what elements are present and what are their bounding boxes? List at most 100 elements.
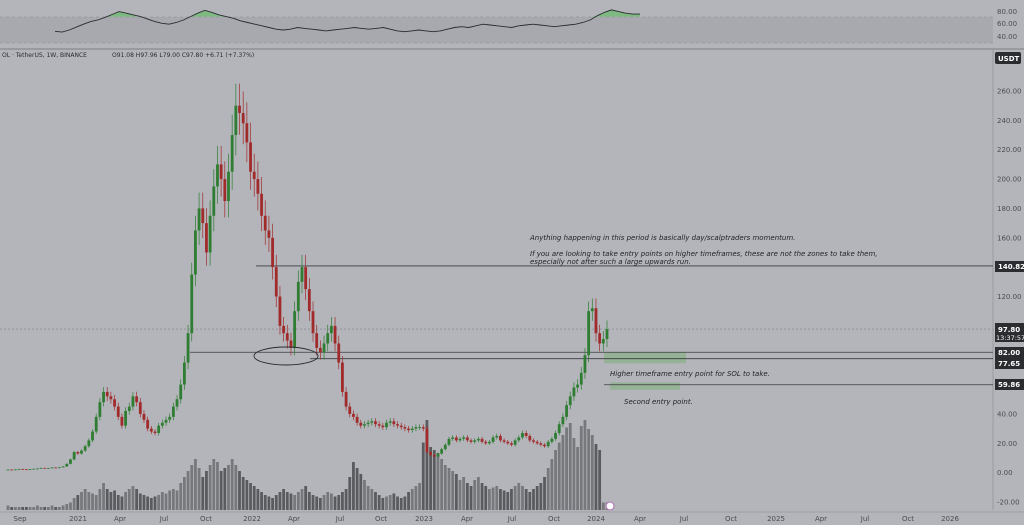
volume-bar	[278, 492, 282, 510]
candle-body	[194, 230, 197, 275]
y-tick-label: 40.00	[997, 410, 1017, 418]
candle-body	[289, 340, 293, 348]
candle-body	[388, 421, 392, 423]
rsi-pane[interactable]: 80.00 60.00 40.00	[0, 8, 1017, 44]
volume-bar	[407, 492, 410, 510]
candle-body	[506, 441, 510, 444]
candle-body	[476, 438, 480, 441]
candle-body	[17, 468, 21, 470]
volume-bar	[138, 493, 142, 510]
candle-body	[285, 333, 289, 341]
candle-body	[418, 427, 421, 428]
candle-body	[590, 308, 594, 312]
volume-bar	[263, 495, 267, 510]
candle-body	[304, 267, 308, 290]
volume-bar	[385, 496, 388, 510]
candle-body	[223, 179, 227, 202]
candle-body	[462, 437, 466, 439]
volume-bar	[311, 495, 315, 510]
volume-bar	[39, 507, 43, 510]
candle-body	[274, 267, 278, 297]
volume-bar	[208, 465, 212, 510]
volume-bar	[491, 487, 495, 510]
candle-body	[157, 425, 161, 434]
level-82-badge	[995, 347, 1024, 358]
volume-bar	[131, 486, 135, 510]
candle-body	[205, 223, 208, 253]
volume-bar	[469, 486, 473, 510]
last-price-text: 97.80	[998, 326, 1020, 334]
volume-bar	[572, 438, 576, 510]
volume-bar	[194, 459, 197, 510]
volume-bar	[13, 507, 17, 510]
candle-body	[234, 105, 238, 136]
candle-body	[65, 463, 69, 467]
volume-bar	[72, 498, 76, 510]
x-tick-label: Jul	[335, 515, 345, 523]
candle-body	[480, 438, 484, 442]
volume-bar	[576, 447, 580, 510]
candle-body	[583, 355, 587, 373]
y-tick-label: 0.00	[997, 469, 1013, 477]
volume-bar	[212, 459, 216, 510]
candle-body	[13, 469, 17, 471]
volume-bar	[61, 505, 65, 510]
volume-bar	[359, 474, 363, 510]
candle-body	[160, 422, 164, 426]
level-77-text: 77.65	[998, 360, 1020, 368]
volume-bar	[517, 483, 521, 510]
x-tick-label: 2022	[243, 515, 261, 523]
candle-body	[238, 105, 241, 114]
volume-bar	[94, 495, 98, 510]
volume-bar	[54, 507, 58, 510]
x-tick-label: Apr	[288, 515, 300, 523]
volume-bar	[216, 462, 219, 510]
currency-badge[interactable]	[995, 52, 1021, 64]
candle-body	[102, 391, 105, 403]
volume-bar	[484, 486, 488, 510]
volume-bar	[403, 496, 407, 510]
volume-bar	[374, 492, 377, 510]
volume-bar	[10, 507, 14, 510]
entry-zones	[604, 352, 686, 390]
candle-body	[318, 347, 322, 353]
candle-body	[282, 325, 286, 334]
volume-bar	[58, 507, 61, 510]
rsi-band	[0, 17, 993, 43]
candle-body	[54, 467, 58, 469]
volume-bar	[182, 477, 186, 510]
candle-body	[502, 440, 506, 442]
volume-bar	[392, 493, 396, 510]
x-tick-label: Sep	[13, 515, 27, 523]
candle-body	[249, 142, 252, 172]
volume-bar	[87, 492, 91, 510]
zone2-label: Second entry point.	[624, 398, 693, 406]
candle-body	[359, 422, 363, 426]
volume-bar	[230, 459, 234, 510]
candle-body	[83, 446, 87, 451]
volume-bar	[414, 486, 418, 510]
volume-bar	[245, 480, 249, 510]
x-tick-label: Apr	[815, 515, 827, 523]
volume-bar	[274, 495, 278, 510]
candle-body	[377, 424, 381, 426]
x-tick-label: 2021	[69, 515, 87, 523]
volume-bar	[17, 507, 21, 510]
volume-bar	[190, 465, 194, 510]
volume-bar	[506, 492, 510, 510]
x-tick-label: 2026	[941, 515, 959, 523]
entry-zone-1	[604, 352, 686, 364]
volume-bar	[179, 483, 183, 510]
volume-bar	[249, 483, 252, 510]
candle-body	[443, 444, 447, 450]
volume-bar	[454, 474, 458, 510]
candle-body	[392, 421, 396, 425]
tradingview-marker-icon[interactable]	[605, 501, 615, 511]
candle-body	[98, 402, 102, 417]
volume-bar	[583, 420, 587, 510]
x-axis[interactable]: Sep 2021 Apr Jul Oct 2022 Apr Jul Oct 2023 Apr Jul O…	[13, 515, 959, 523]
volume-bar	[164, 493, 168, 510]
candle-body	[267, 230, 271, 238]
